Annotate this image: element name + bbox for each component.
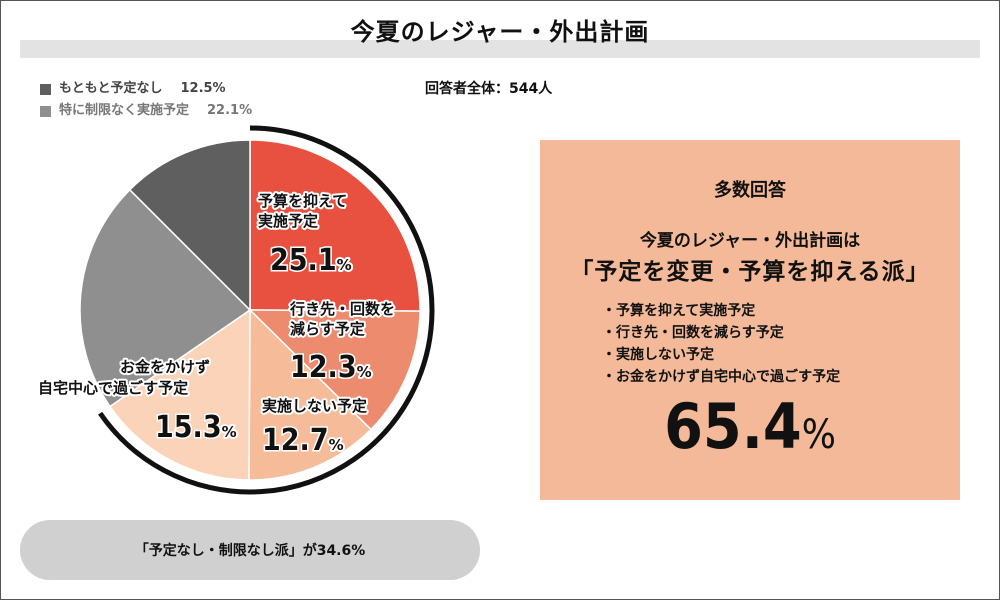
slice-label-value: 25.1%: [270, 243, 352, 278]
legend-item-no-plans: もともと予定なし 12.5%: [40, 78, 252, 100]
pie-slice: [128, 139, 251, 312]
slice-label-value: 12.7%: [262, 423, 344, 458]
panel-total-unit: %: [801, 412, 836, 458]
panel-list-item: 実施しない予定: [602, 344, 840, 366]
slice-label-pct: 12.3: [290, 350, 357, 385]
panel-total-value: 65.4: [664, 390, 802, 463]
slice-label-reduce: 行き先・回数を 減らす予定 12.3%: [287, 298, 397, 387]
pie-slice: [108, 308, 251, 481]
pie-slice: [248, 308, 373, 481]
summary-callout: 「予定なし・制限なし派」が34.6%: [20, 520, 480, 580]
slice-label-unit: %: [337, 256, 352, 274]
slice-label-not-conducting: 実施しない予定 12.7%: [260, 395, 369, 460]
panel-list-item: お金をかけず自宅中心で過ごす予定: [602, 366, 840, 388]
slice-label-value: 15.3%: [155, 410, 237, 445]
slice-label-line: 予算を抑えて: [258, 192, 347, 210]
slice-label-line: 実施しない予定: [262, 397, 367, 415]
slice-label-unit: %: [329, 436, 344, 454]
slice-label-line: 自宅中心で過ごす予定: [38, 379, 188, 397]
pie-slice: [79, 188, 252, 408]
legend-item-no-restrictions: 特に制限なく実施予定 22.1%: [40, 100, 252, 122]
legend-label: 特に制限なく実施予定: [59, 103, 190, 118]
legend-value: 22.1%: [207, 103, 253, 118]
panel-list-item: 行き先・回数を減らす予定: [602, 322, 840, 344]
title-bar: [20, 40, 980, 58]
slice-label-pct: 15.3: [155, 410, 222, 445]
slice-label-line: 実施予定: [258, 212, 318, 230]
panel-faction: 「予定を変更・予算を抑える派」: [570, 259, 930, 285]
slice-label-stay-home: お金をかけず 自宅中心で過ごす予定 15.3%: [36, 356, 239, 447]
panel-subtitle: 今夏のレジャー・外出計画は: [639, 231, 861, 251]
legend-value: 12.5%: [180, 81, 226, 96]
slice-label-pct: 12.7: [262, 423, 329, 458]
legend-label: もともと予定なし: [59, 81, 163, 96]
slice-label-budget: 予算を抑えて 実施予定 25.1%: [256, 190, 354, 280]
highlight-arc: [98, 125, 435, 495]
slice-label-value: 12.3%: [290, 350, 372, 385]
panel-heading: 多数回答: [714, 180, 786, 201]
slice-label-pct: 25.1: [270, 243, 337, 278]
panel-total: 65.4%: [540, 390, 960, 463]
respondent-total: 回答者全体：544人: [425, 81, 553, 97]
pie-slice: [248, 309, 421, 431]
majority-panel: 多数回答 今夏のレジャー・外出計画は 「予定を変更・予算を抑える派」 予算を抑え…: [540, 140, 960, 500]
slice-label-line: 行き先・回数を: [289, 300, 395, 318]
legend-swatch: [40, 105, 51, 117]
slice-label-line: お金をかけず: [120, 358, 210, 376]
pie-slice: [249, 139, 421, 312]
panel-list: 予算を抑えて実施予定 行き先・回数を減らす予定 実施しない予定 お金をかけず自宅…: [602, 300, 840, 388]
panel-list-item: 予算を抑えて実施予定: [602, 300, 840, 322]
chart-title: 今夏のレジャー・外出計画: [350, 18, 650, 46]
pie-slices: [79, 139, 421, 481]
slice-label-unit: %: [222, 423, 237, 441]
slice-label-unit: %: [357, 363, 372, 381]
slice-label-line: 減らす予定: [290, 320, 365, 338]
legend: もともと予定なし 12.5% 特に制限なく実施予定 22.1%: [40, 78, 252, 122]
legend-swatch: [40, 83, 51, 95]
